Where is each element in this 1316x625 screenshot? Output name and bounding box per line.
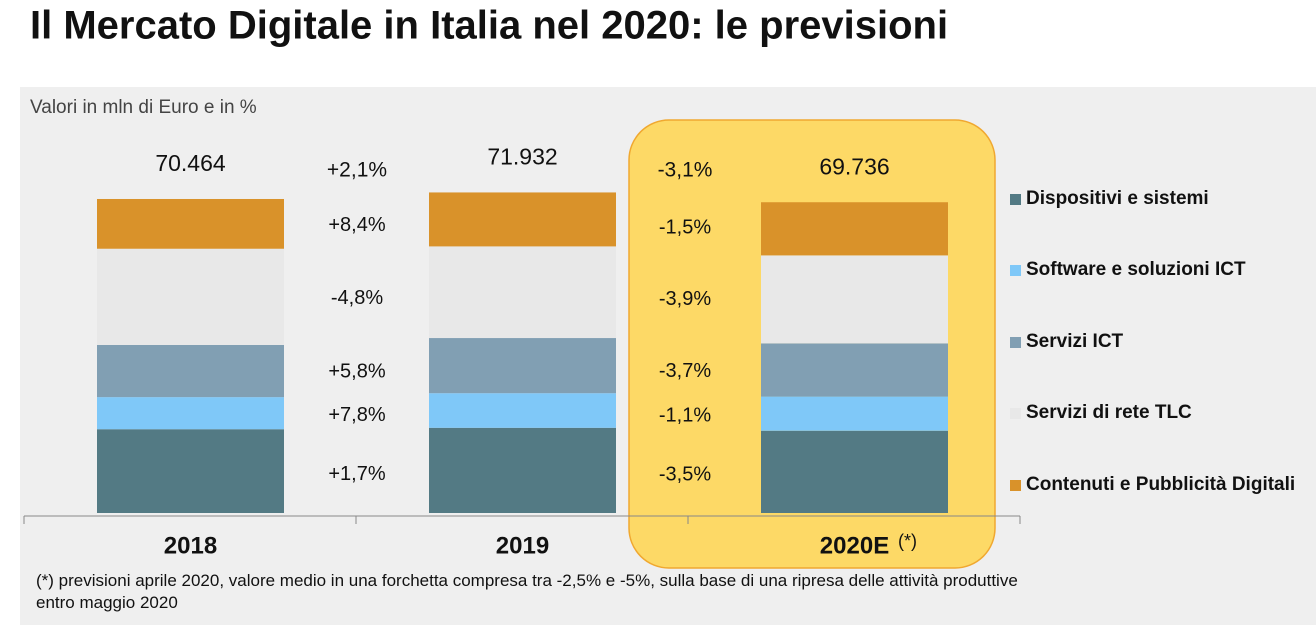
bar-segment	[429, 338, 616, 394]
growth-label: +1,7%	[328, 463, 385, 485]
growth-label: +5,8%	[328, 361, 385, 383]
bar-segment	[761, 396, 948, 431]
legend-swatch	[1010, 194, 1021, 205]
total-label: 70.464	[155, 150, 226, 176]
legend-label: Contenuti e Pubblicità Digitali	[1026, 474, 1296, 495]
subtitle: Valori in mln di Euro e in %	[30, 97, 257, 118]
legend-label: Dispositivi e sistemi	[1026, 188, 1209, 209]
bar-segment	[97, 248, 284, 345]
legend-swatch	[1010, 408, 1021, 419]
forecast-mark: (*)	[898, 531, 917, 551]
total-label: 69.736	[819, 153, 889, 179]
growth-label: -3,9%	[659, 288, 711, 310]
bar-segment	[97, 429, 284, 513]
bar-segment	[761, 430, 948, 513]
growth-label: -4,8%	[331, 287, 383, 309]
growth-total: -3,1%	[658, 159, 713, 182]
growth-label: +7,8%	[328, 404, 385, 426]
legend-label: Software e soluzioni ICT	[1026, 259, 1246, 280]
growth-total: +2,1%	[327, 159, 387, 182]
bar-segment	[761, 343, 948, 397]
bar-segment	[97, 397, 284, 430]
x-tick-label: 2018	[164, 532, 217, 559]
total-label: 71.932	[487, 144, 557, 170]
bar-segment	[761, 255, 948, 344]
bar-segment	[429, 393, 616, 428]
legend-label: Servizi di rete TLC	[1026, 402, 1192, 423]
bar-segment	[429, 427, 616, 513]
growth-label: -1,5%	[659, 216, 711, 238]
bar-segment	[429, 246, 616, 339]
legend-label: Servizi ICT	[1026, 331, 1124, 352]
growth-label: +8,4%	[328, 214, 385, 236]
legend-swatch	[1010, 337, 1021, 348]
bar-segment	[761, 202, 948, 256]
bar-segment	[429, 192, 616, 247]
growth-label: -3,7%	[659, 360, 711, 382]
growth-label: -3,5%	[659, 463, 711, 485]
growth-label: -1,1%	[659, 404, 711, 426]
footnote: (*) previsioni aprile 2020, valore medio…	[36, 571, 1018, 612]
x-tick-label: 2020E	[820, 532, 889, 559]
x-tick-label: 2019	[496, 532, 549, 559]
legend-swatch	[1010, 480, 1021, 491]
legend-swatch	[1010, 265, 1021, 276]
chart-title: Il Mercato Digitale in Italia nel 2020: …	[30, 4, 948, 48]
bar-segment	[97, 344, 284, 398]
bar-segment	[97, 198, 284, 249]
